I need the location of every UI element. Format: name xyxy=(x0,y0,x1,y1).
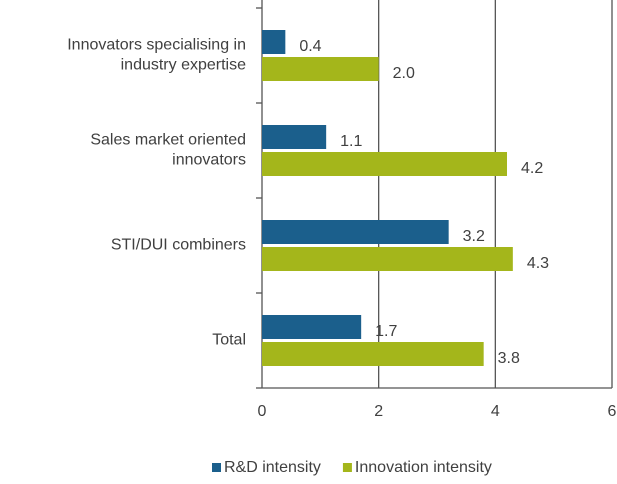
legend-swatch xyxy=(212,463,221,472)
bar xyxy=(262,247,513,271)
bar xyxy=(262,30,286,54)
category-label: STI/DUI combiners xyxy=(111,237,246,254)
bar xyxy=(262,342,484,366)
value-label: 1.1 xyxy=(340,133,362,150)
value-label: 4.3 xyxy=(527,255,549,272)
value-label: 2.0 xyxy=(393,65,415,82)
category-label: Sales market oriented innovators xyxy=(90,132,246,169)
bar xyxy=(262,315,362,339)
value-label: 0.4 xyxy=(299,38,321,55)
x-tick-label: 2 xyxy=(374,403,383,420)
x-tick-label: 4 xyxy=(491,403,500,420)
category-label: Innovators specialising in industry exper… xyxy=(67,37,246,74)
x-tick-label: 0 xyxy=(258,403,267,420)
x-tick-label: 6 xyxy=(608,403,617,420)
category-label-line: Innovators specialising in xyxy=(67,37,246,54)
category-label: Total xyxy=(212,332,246,349)
category-label-line: Sales market oriented xyxy=(90,132,246,149)
legend-label: Innovation intensity xyxy=(355,459,492,476)
bar xyxy=(262,220,449,244)
value-label: 4.2 xyxy=(521,160,543,177)
category-label-line: innovators xyxy=(172,152,246,169)
bar xyxy=(262,57,379,81)
value-label: 3.8 xyxy=(498,350,520,367)
category-label-line: industry expertise xyxy=(121,57,246,74)
legend-label: R&D intensity xyxy=(224,459,321,476)
legend-swatch xyxy=(342,463,352,472)
value-label: 1.7 xyxy=(375,323,397,340)
category-label-line: STI/DUI combiners xyxy=(111,237,246,254)
bar xyxy=(262,125,327,149)
value-label: 3.2 xyxy=(463,228,485,245)
bar xyxy=(262,152,507,176)
category-label-line: Total xyxy=(212,332,246,349)
